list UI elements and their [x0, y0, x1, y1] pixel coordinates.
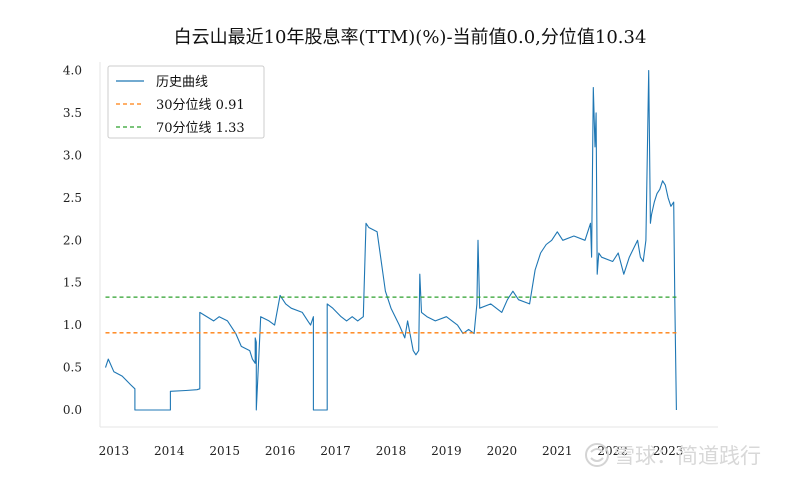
y-tick-label: 1.0	[63, 318, 82, 332]
legend: 历史曲线 30分位线 0.91 70分位线 1.33	[107, 65, 265, 139]
y-tick-label: 4.0	[63, 63, 82, 77]
x-tick-label: 2015	[209, 444, 240, 458]
history-line	[104, 69, 677, 411]
x-tick-label: 2017	[320, 444, 351, 458]
y-tick-label: 0.0	[63, 403, 82, 417]
y-tick-label: 3.0	[63, 148, 82, 162]
x-tick-label: 2013	[99, 444, 130, 458]
y-tick-label: 2.0	[63, 233, 82, 247]
legend-box	[107, 65, 265, 139]
x-tick-label: 2023	[653, 444, 684, 458]
x-tick-label: 2014	[154, 444, 185, 458]
legend-label: 30分位线 0.91	[156, 98, 245, 113]
x-tick-label: 2021	[542, 444, 573, 458]
x-tick-label: 2019	[431, 444, 462, 458]
axes: 0.0 0.5 1.0 1.5 2.0 2.5 3.0 3.5 4.0 2013 2014 2015 2…	[63, 62, 718, 458]
x-tick-label: 2016	[265, 444, 296, 458]
legend-label: 70分位线 1.33	[156, 121, 245, 136]
y-tick-label: 1.5	[63, 276, 82, 290]
watermark: 雪球：简道践行	[585, 443, 761, 468]
y-tick-label: 0.5	[63, 361, 82, 375]
chart-title: 白云山最近10年股息率(TTM)(%)-当前值0.0,分位值10.34	[174, 27, 647, 48]
x-tick-label: 2020	[487, 444, 518, 458]
series-layer	[104, 69, 677, 411]
watermark-text: 雪球：简道践行	[614, 444, 761, 468]
watermark-logo-icon	[585, 443, 609, 467]
legend-label: 历史曲线	[156, 75, 208, 90]
x-tick-label: 2018	[376, 444, 407, 458]
y-tick-label: 2.5	[63, 191, 82, 205]
y-tick-label: 3.5	[63, 106, 82, 120]
